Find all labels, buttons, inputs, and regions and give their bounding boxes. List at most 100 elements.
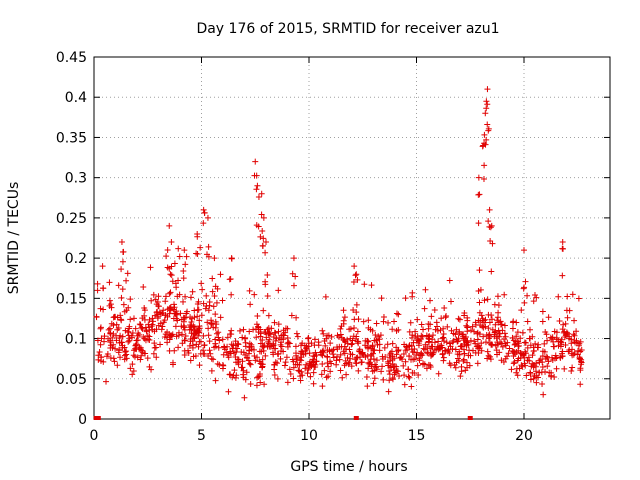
data-point [209, 288, 216, 295]
data-point [256, 371, 263, 378]
data-point [200, 332, 207, 339]
data-point [455, 315, 462, 322]
data-point [227, 371, 234, 378]
data-point [334, 353, 341, 360]
data-point [232, 338, 239, 345]
data-point [448, 327, 455, 334]
data-point [213, 321, 220, 328]
data-point [265, 330, 272, 337]
data-point [385, 388, 392, 395]
data-point [513, 349, 520, 356]
data-point [387, 364, 394, 371]
data-point [445, 346, 452, 353]
data-point [270, 333, 277, 340]
data-point [120, 249, 127, 256]
data-point [521, 247, 527, 254]
data-point [155, 322, 162, 329]
y-tick-label: 0.2 [65, 251, 87, 267]
data-point [496, 330, 503, 337]
data-point [560, 329, 567, 336]
data-point [533, 379, 540, 386]
data-point [130, 352, 137, 359]
data-point [442, 314, 449, 321]
data-point [260, 344, 267, 351]
data-point [181, 247, 188, 254]
data-point [235, 356, 242, 363]
data-point [150, 318, 157, 325]
data-point [414, 362, 421, 369]
data-point [155, 311, 162, 318]
data-point [369, 368, 376, 375]
data-point [481, 131, 488, 138]
data-point [429, 332, 436, 339]
data-point [527, 369, 534, 376]
data-point [539, 381, 546, 388]
data-point [471, 328, 478, 335]
data-point [402, 358, 409, 365]
data-point [446, 340, 453, 347]
data-point [456, 351, 463, 358]
data-point [444, 323, 451, 330]
data-point [94, 280, 101, 287]
data-point [484, 296, 491, 303]
data-point [474, 336, 481, 343]
data-point [139, 325, 146, 332]
data-point [513, 319, 520, 326]
data-point [187, 357, 194, 364]
data-point [182, 293, 189, 300]
data-point [128, 334, 135, 341]
data-point [321, 367, 328, 374]
data-point [543, 331, 550, 338]
data-point [455, 335, 462, 342]
data-point [113, 321, 120, 328]
data-point [205, 332, 212, 339]
data-point [553, 365, 560, 372]
data-point [573, 337, 580, 344]
data-point [259, 363, 266, 370]
data-point [155, 303, 162, 310]
data-point [463, 359, 470, 366]
data-point [164, 313, 171, 320]
data-point [501, 291, 508, 298]
data-point [336, 356, 343, 363]
data-point [144, 355, 151, 362]
data-points [93, 86, 585, 420]
data-point [257, 333, 264, 340]
data-point [197, 350, 204, 357]
data-point [262, 278, 269, 285]
data-point [396, 372, 403, 379]
data-point [167, 271, 174, 278]
data-point [319, 361, 326, 368]
data-point [463, 342, 470, 349]
data-point [498, 321, 505, 328]
data-point [456, 316, 463, 323]
data-point [482, 110, 489, 117]
data-point [261, 381, 268, 388]
data-point [263, 334, 270, 341]
data-point [107, 329, 114, 336]
data-point [494, 341, 501, 348]
data-point [510, 318, 517, 325]
data-point [168, 272, 175, 279]
data-point [475, 174, 482, 181]
data-point [574, 347, 581, 354]
data-point [530, 298, 537, 305]
data-point [427, 321, 434, 328]
data-point [460, 357, 467, 364]
data-point [485, 125, 492, 132]
data-point [453, 326, 460, 333]
data-point [483, 98, 490, 105]
data-point [527, 376, 534, 383]
data-point [204, 214, 211, 221]
data-point [408, 356, 415, 363]
data-point [370, 380, 377, 387]
data-point [306, 350, 313, 357]
data-point [283, 354, 290, 361]
data-point [100, 285, 107, 292]
data-point [206, 347, 213, 354]
data-point [302, 365, 309, 372]
data-point [577, 365, 584, 372]
data-point [302, 350, 309, 357]
data-point [167, 289, 174, 296]
data-point [434, 323, 441, 330]
